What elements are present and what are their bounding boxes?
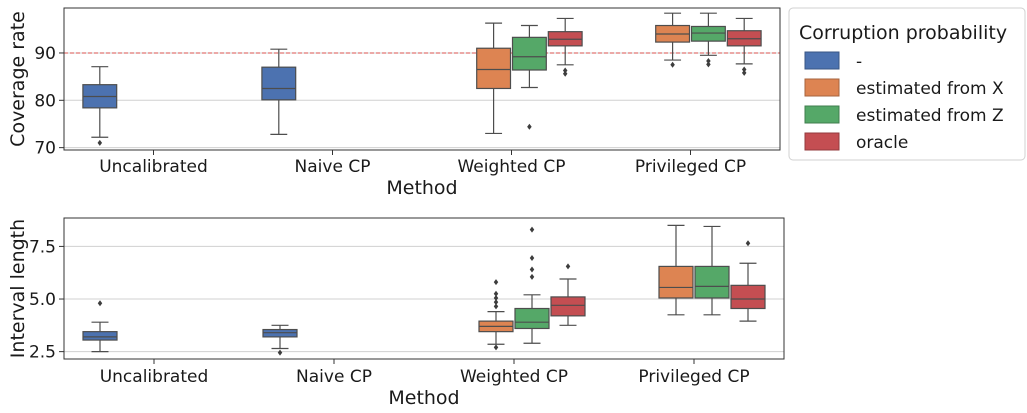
legend-swatch: [804, 132, 840, 151]
outlier-point: [493, 290, 499, 297]
y-axis-label: Coverage rate: [7, 11, 29, 147]
outlier-point: [529, 273, 535, 280]
x-tick-label: Naive CP: [296, 367, 372, 387]
y-tick-label: 7.5: [29, 237, 56, 257]
chart-panel-2: 2.5 5.0 7.5 Uncalibrated Naive CP Weighted CP…: [7, 217, 785, 409]
outlier-point: [97, 139, 103, 146]
outlier-point: [493, 299, 499, 306]
outlier-point: [745, 240, 751, 247]
legend-swatch: [804, 78, 840, 97]
x-tick-label: Weighted CP: [457, 157, 565, 177]
plot-frame: [63, 7, 781, 151]
legend-title: Corruption probability: [799, 22, 1007, 44]
legend-item-label: -: [856, 52, 862, 72]
outlier-point: [670, 61, 675, 68]
x-tick-label: Uncalibrated: [100, 367, 209, 387]
box-oracle: [550, 296, 586, 317]
outlier-point: [565, 263, 571, 270]
outlier-point: [741, 69, 747, 76]
outlier-point: [562, 67, 568, 74]
legend-swatch: [804, 105, 840, 124]
x-tick-label: Privileged CP: [635, 157, 746, 177]
box-baseline: [82, 331, 118, 341]
x-tick-label: Naive CP: [295, 157, 371, 177]
outlier-point: [97, 300, 103, 307]
x-tick-label: Privileged CP: [638, 367, 749, 387]
outlier-point: [529, 254, 535, 261]
outlier-point: [493, 294, 499, 301]
y-tick-label: 90: [34, 44, 56, 64]
box-estimated-from-Z: [690, 25, 726, 42]
box-baseline: [261, 66, 297, 101]
box-estimated-from-Z: [511, 36, 547, 71]
y-tick-label: 5.0: [29, 290, 56, 310]
outlier-point: [706, 58, 711, 65]
y-axis-label: Interval length: [7, 219, 29, 358]
plot-frame: [63, 217, 785, 360]
box-estimated-from-X: [476, 47, 512, 90]
outlier-point: [493, 279, 499, 286]
outlier-point: [493, 344, 499, 351]
outlier-point: [562, 70, 568, 77]
x-axis-label: Method: [386, 177, 457, 199]
outlier-point: [527, 123, 532, 130]
outlier-point: [277, 349, 283, 356]
legend-item-label: estimated from X: [856, 79, 1004, 99]
x-tick-label: Uncalibrated: [99, 157, 208, 177]
chart-panel-1: 70 80 90 Uncalibrated Naive CP Weighted CP Pri…: [7, 7, 781, 199]
outlier-point: [741, 66, 747, 73]
legend-swatch: [804, 51, 840, 70]
outlier-point: [493, 303, 499, 310]
y-tick-label: 2.5: [29, 343, 56, 363]
y-tick-label: 80: [34, 91, 56, 111]
x-tick-label: Weighted CP: [460, 367, 568, 387]
box-estimated-from-X: [658, 265, 694, 299]
legend: Corruption probability - estimated from X e…: [788, 7, 1026, 161]
outlier-point: [529, 226, 535, 233]
box-estimated-from-Z: [514, 307, 550, 330]
legend-item-label: oracle: [856, 133, 908, 153]
legend-box: [788, 7, 1026, 161]
legend-item-label: estimated from Z: [856, 106, 1004, 126]
box-estimated-from-Z: [694, 265, 730, 299]
outlier-point: [529, 266, 535, 273]
y-tick-label: 70: [34, 139, 56, 159]
x-axis-label: Method: [388, 387, 459, 409]
outlier-point: [706, 61, 711, 68]
box-oracle: [730, 284, 766, 310]
